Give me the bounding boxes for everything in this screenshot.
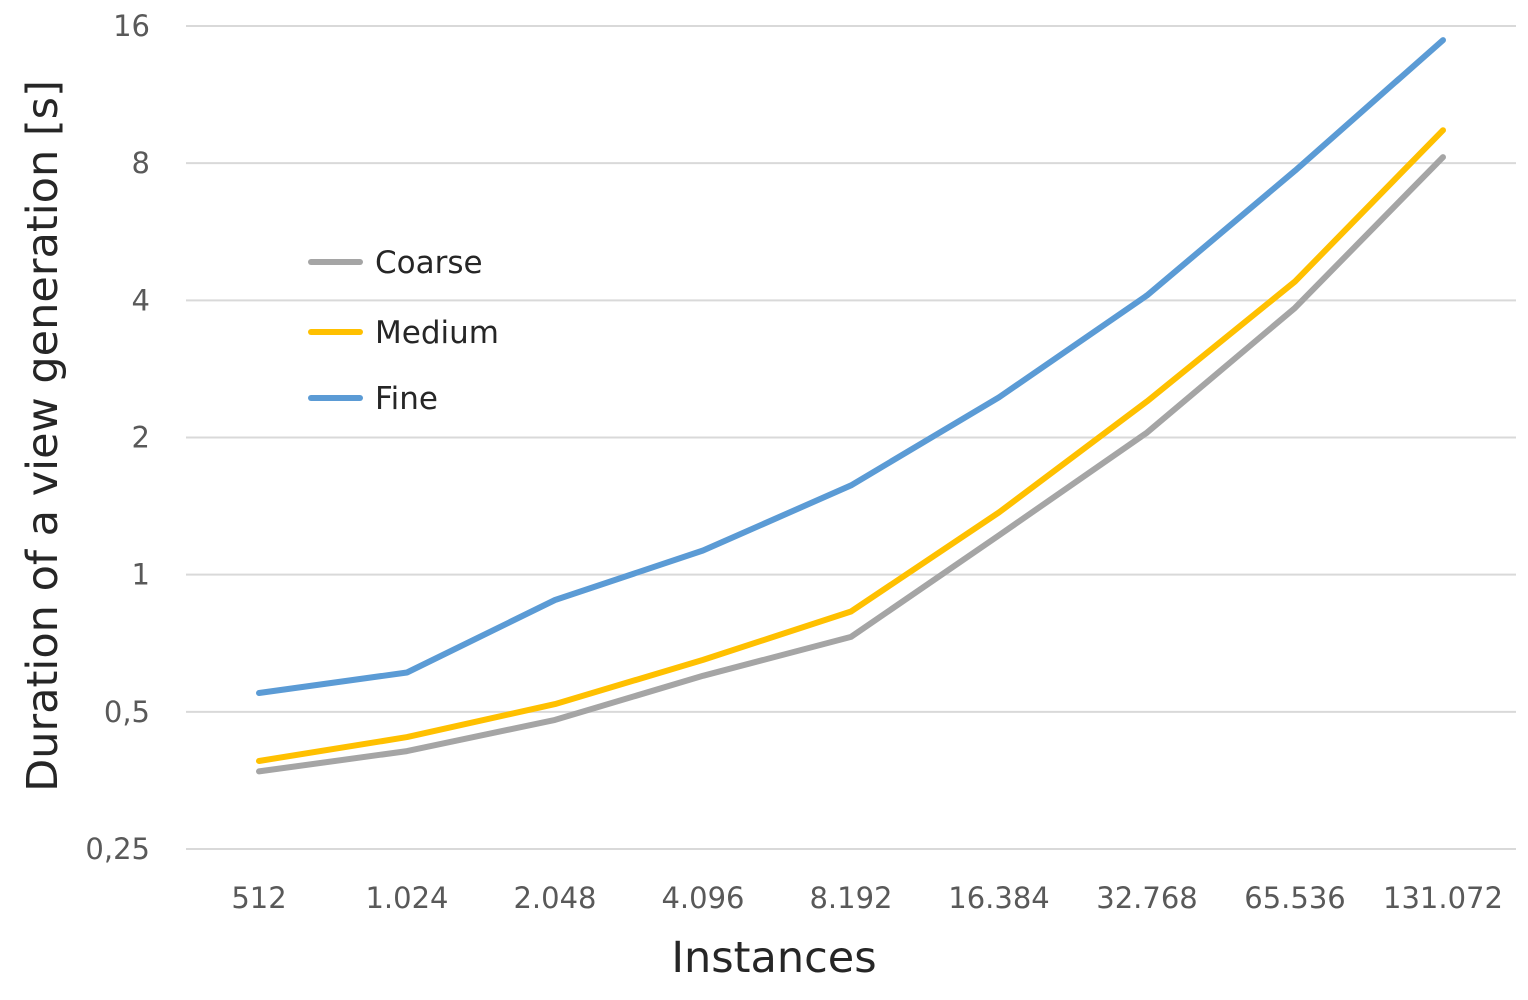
y-axis-tick-labels: 0,25 0,5 1 2 4 8 16 (85, 9, 150, 866)
series-line-fine (256, 37, 1446, 696)
y-tick-label: 8 (132, 146, 150, 180)
x-tick-label: 16.384 (948, 881, 1049, 915)
y-tick-label: 16 (113, 9, 150, 43)
series-line-coarse (256, 154, 1446, 775)
x-axis-tick-labels: 512 1.024 2.048 4.096 8.192 16.384 32.768 65.53… (231, 881, 1503, 915)
legend-label-fine: Fine (375, 381, 438, 417)
y-tick-label: 2 (132, 421, 150, 455)
x-tick-label: 512 (231, 881, 286, 915)
y-tick-label: 0,25 (85, 832, 150, 866)
series-line-medium (256, 127, 1446, 764)
gridlines (186, 25, 1516, 850)
legend-label-medium: Medium (375, 315, 499, 351)
x-tick-label: 4.096 (661, 881, 744, 915)
legend-label-coarse: Coarse (375, 245, 483, 281)
x-tick-label: 2.048 (513, 881, 596, 915)
x-tick-label: 1.024 (365, 881, 448, 915)
series-lines (256, 37, 1446, 775)
x-tick-label: 131.072 (1383, 881, 1503, 915)
y-tick-label: 0,5 (104, 695, 150, 729)
legend: Coarse Medium Fine (308, 245, 499, 417)
x-tick-label: 32.768 (1096, 881, 1197, 915)
x-tick-label: 65.536 (1244, 881, 1345, 915)
x-tick-label: 8.192 (809, 881, 892, 915)
y-tick-label: 4 (132, 283, 150, 317)
y-tick-label: 1 (132, 558, 150, 592)
y-axis-title: Duration of a view generation [s] (18, 80, 68, 792)
x-axis-title: Instances (671, 933, 876, 983)
